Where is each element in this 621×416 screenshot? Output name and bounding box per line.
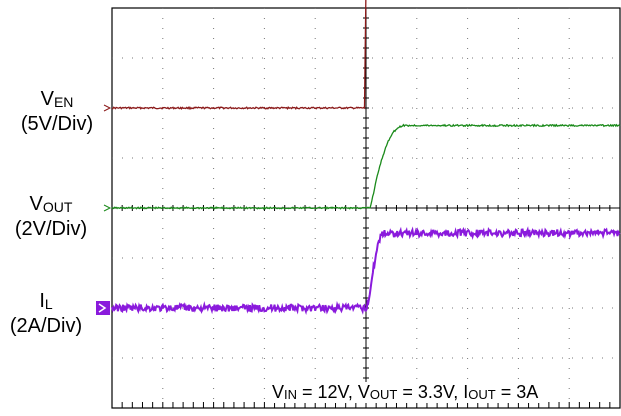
il-ground-marker — [96, 301, 110, 315]
traces — [111, 0, 621, 315]
il-label: IL (2A/Div) — [9, 290, 83, 337]
il-trace — [111, 226, 621, 315]
ven-label: VEN (5V/Div) — [20, 88, 94, 135]
ven-ground-marker — [103, 104, 112, 112]
vout-ground-marker — [103, 204, 112, 212]
il-scale: (2A/Div) — [9, 315, 83, 337]
ven-trace — [111, 0, 367, 111]
test-conditions: VIN = 12V, VOUT = 3.3V, IOUT = 3A — [270, 382, 541, 403]
vout-label: VOUT (2V/Div) — [14, 193, 88, 240]
vout-scale: (2V/Div) — [14, 218, 88, 240]
channel-markers — [96, 104, 112, 315]
ven-scale: (5V/Div) — [20, 113, 94, 135]
il-ground-arrow — [98, 303, 107, 313]
vout-trace — [111, 123, 621, 210]
